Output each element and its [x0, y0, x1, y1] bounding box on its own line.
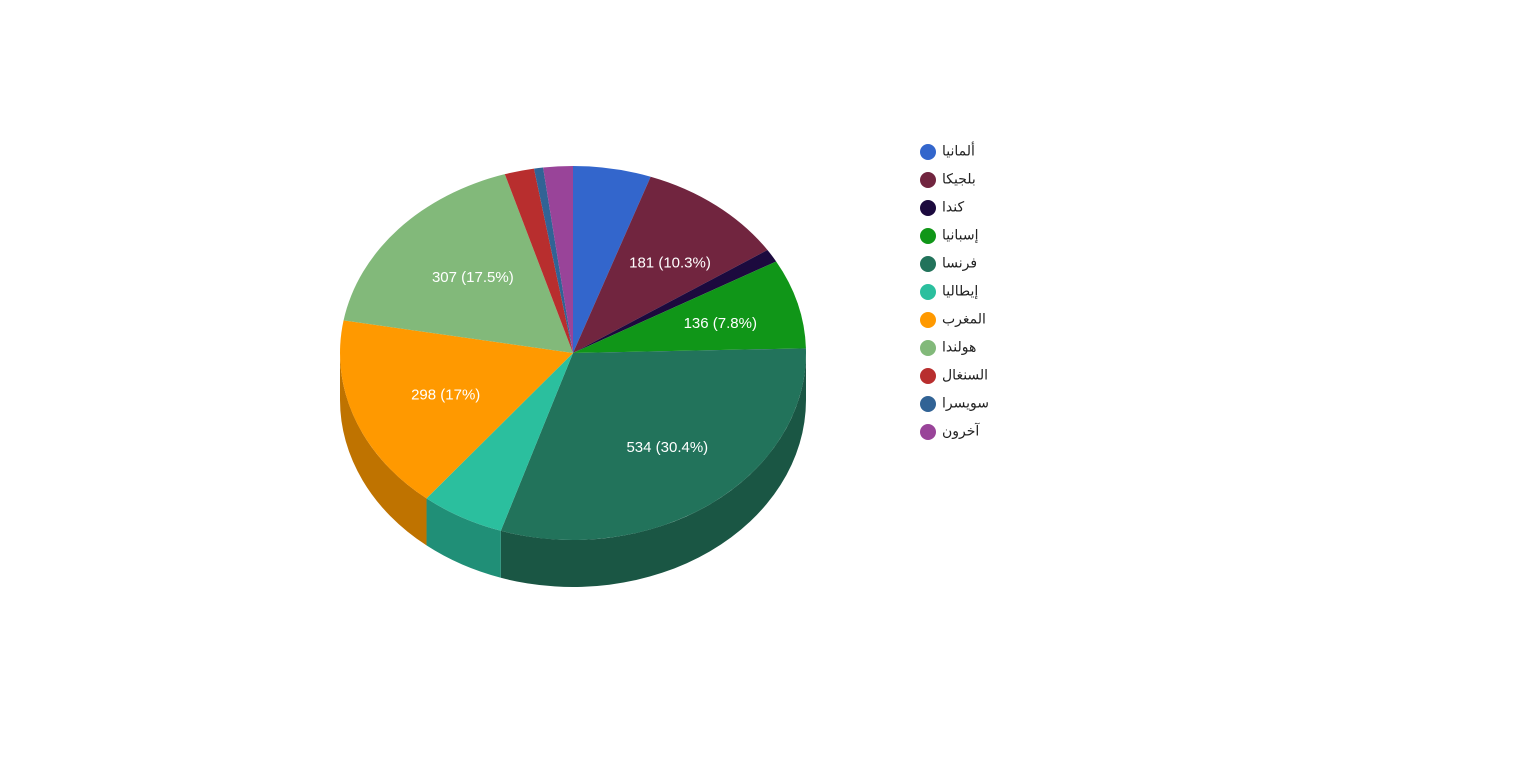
- legend-label: بلجيكا: [942, 171, 976, 187]
- slice: [504, 168, 573, 353]
- legend-swatch: [920, 368, 936, 384]
- slice-side: [340, 353, 427, 546]
- legend-label: هولندا: [942, 339, 976, 356]
- legend-label: كندا: [942, 199, 964, 215]
- slice: [573, 166, 651, 353]
- legend-label: إسبانيا: [942, 227, 979, 244]
- legend-swatch: [920, 284, 936, 300]
- legend-swatch: [920, 144, 936, 160]
- slice-side: [500, 353, 806, 587]
- legend-label: ألمانيا: [942, 142, 975, 159]
- legend-label: المغرب: [942, 311, 986, 328]
- legend-swatch: [920, 256, 936, 272]
- slice: [543, 166, 573, 353]
- legend-label: سويسرا: [942, 395, 989, 412]
- legend-swatch: [920, 396, 936, 412]
- slice: [343, 174, 573, 353]
- slice-label: 534 (30.4%): [626, 439, 708, 456]
- slice: [573, 250, 777, 353]
- slice-label: 181 (10.3%): [629, 255, 711, 272]
- legend-swatch: [920, 228, 936, 244]
- slice: [500, 348, 806, 540]
- legend-label: إيطاليا: [942, 283, 978, 300]
- slice: [534, 167, 573, 353]
- legend-label: فرنسا: [942, 255, 977, 272]
- slice: [573, 261, 806, 353]
- slice-label: 298 (17%): [411, 387, 480, 404]
- slice-side: [426, 498, 501, 578]
- legend-swatch: [920, 172, 936, 188]
- legend-swatch: [920, 200, 936, 216]
- slice-label: 307 (17.5%): [432, 269, 514, 286]
- slice: [340, 320, 573, 499]
- legend-swatch: [920, 312, 936, 328]
- legend-label: السنغال: [942, 367, 988, 383]
- legend-swatch: [920, 340, 936, 356]
- slice: [573, 176, 768, 353]
- legend-label: آخرون: [942, 423, 980, 440]
- slice: [426, 353, 573, 531]
- slice-label: 136 (7.8%): [684, 315, 757, 332]
- legend-swatch: [920, 424, 936, 440]
